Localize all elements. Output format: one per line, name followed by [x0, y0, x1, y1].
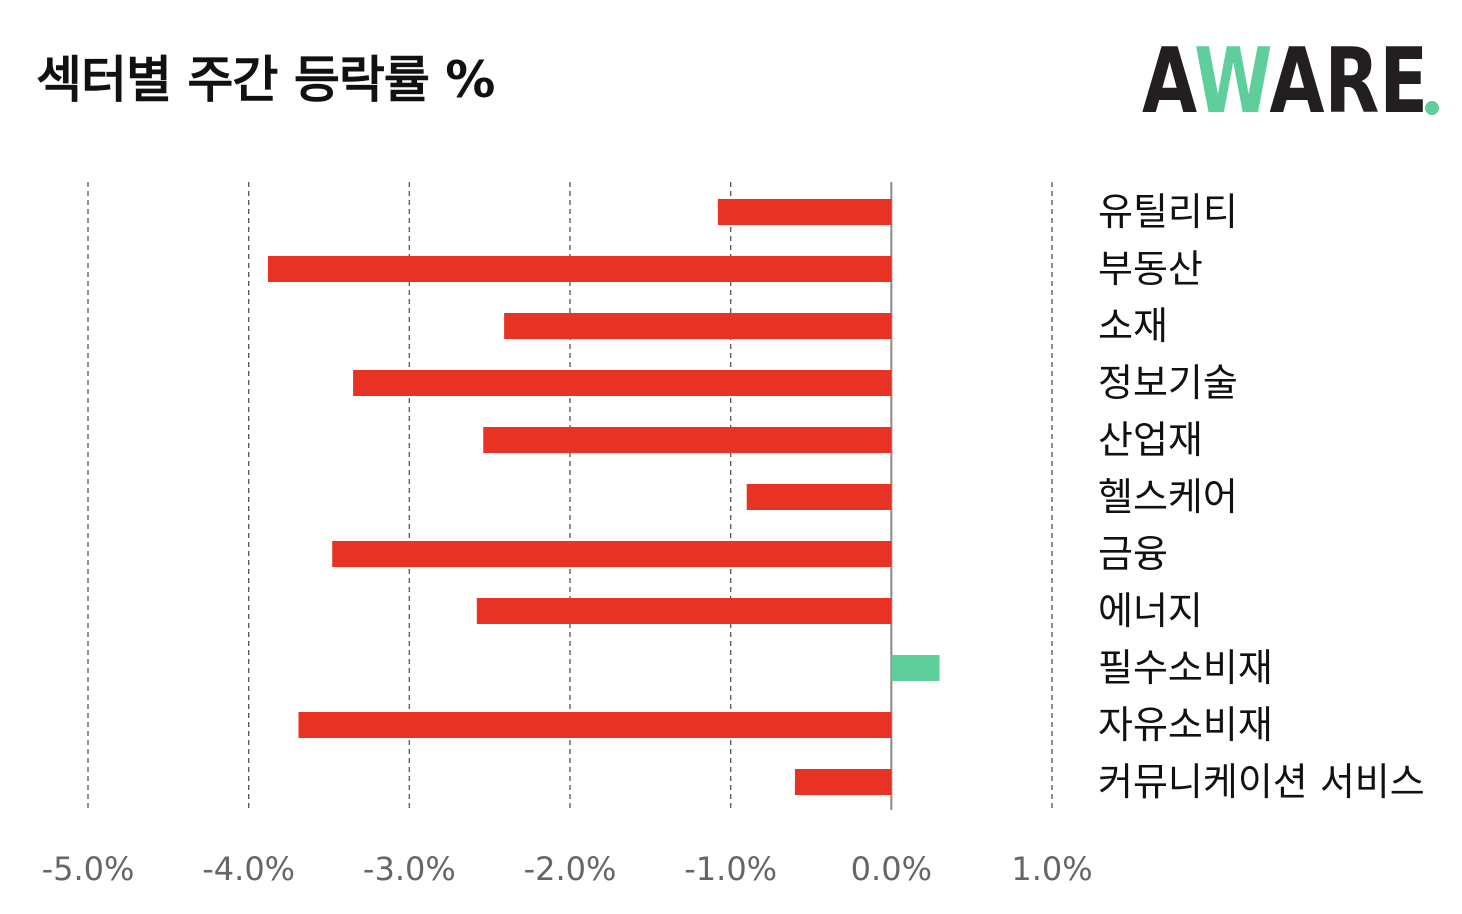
bar-6: [332, 541, 892, 567]
x-tick-label-2: -3.0%: [363, 850, 456, 888]
x-tick-labels: -5.0% -4.0% -3.0% -2.0% -1.0% 0.0% 1.0%: [42, 850, 1093, 888]
aware-logo: AWARE: [1142, 36, 1439, 118]
chart-title: 섹터별 주간 등락률 %: [36, 51, 495, 109]
category-label-1: 부동산: [1098, 247, 1203, 291]
bar-3: [353, 370, 892, 396]
category-label-7: 에너지: [1098, 589, 1203, 633]
bar-1: [267, 256, 892, 282]
bar-4: [483, 427, 892, 453]
x-tick-label-0: -5.0%: [42, 850, 135, 888]
category-label-0: 유틸리티: [1098, 190, 1238, 234]
bar-0: [717, 199, 892, 225]
bar-10: [794, 769, 892, 795]
category-label-5: 헬스케어: [1098, 475, 1238, 519]
x-tick-label-6: 1.0%: [1011, 850, 1092, 888]
bars: [267, 199, 940, 795]
category-label-4: 산업재: [1098, 418, 1203, 462]
bar-5: [746, 484, 892, 510]
x-tick-label-3: -2.0%: [524, 850, 617, 888]
category-labels: 유틸리티부동산소재정보기술산업재헬스케어금융에너지필수소비재자유소비재커뮤니케이…: [1098, 190, 1425, 804]
svg-text:AWARE: AWARE: [1142, 36, 1428, 118]
category-label-10: 커뮤니케이션 서비스: [1098, 760, 1425, 804]
bar-9: [298, 712, 892, 738]
x-tick-label-5: 0.0%: [851, 850, 932, 888]
category-label-8: 필수소비재: [1098, 646, 1273, 690]
bar-7: [476, 598, 892, 624]
category-label-9: 자유소비재: [1098, 703, 1273, 747]
bar-8: [891, 655, 940, 681]
x-tick-label-4: -1.0%: [684, 850, 777, 888]
category-label-2: 소재: [1098, 304, 1168, 348]
category-label-3: 정보기술: [1098, 361, 1238, 405]
bar-2: [504, 313, 892, 339]
x-tick-label-1: -4.0%: [202, 850, 295, 888]
logo-dot: [1425, 101, 1439, 115]
category-label-6: 금융: [1098, 532, 1168, 576]
